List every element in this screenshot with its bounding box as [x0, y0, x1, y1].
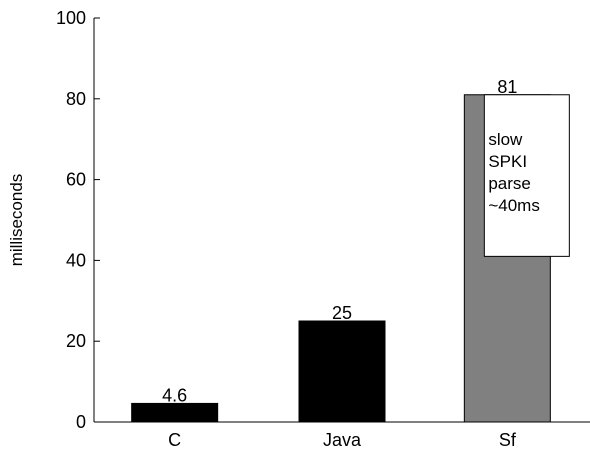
data-label-java: 25: [332, 303, 352, 323]
annotation-line: ~40ms: [488, 196, 540, 215]
axes: 0 20 40 60 80 100: [56, 8, 590, 432]
annotation-line: SPKI: [488, 152, 527, 171]
annotation-box: [483, 94, 570, 257]
annotation-line: parse: [488, 174, 531, 193]
bar-c: [131, 402, 219, 423]
y-tick-label: 80: [66, 89, 86, 109]
bar-java: [298, 320, 386, 423]
annotation: slow SPKI parse ~40ms: [483, 94, 570, 257]
data-label-c: 4.6: [162, 385, 187, 405]
labels: C 4.6 Java 25 Sf 81: [162, 77, 517, 450]
x-tick-label-java: Java: [323, 430, 362, 450]
y-tick-label: 40: [66, 250, 86, 270]
y-tick-label: 100: [56, 8, 86, 28]
y-tick-label: 0: [76, 412, 86, 432]
x-tick-label-sf: Sf: [499, 430, 517, 450]
y-tick-label: 60: [66, 170, 86, 190]
y-tick-label: 20: [66, 331, 86, 351]
x-tick-label-c: C: [168, 430, 181, 450]
data-label-sf: 81: [497, 77, 517, 97]
annotation-line: slow: [488, 130, 523, 149]
y-axis-label: milliseconds: [7, 174, 26, 267]
